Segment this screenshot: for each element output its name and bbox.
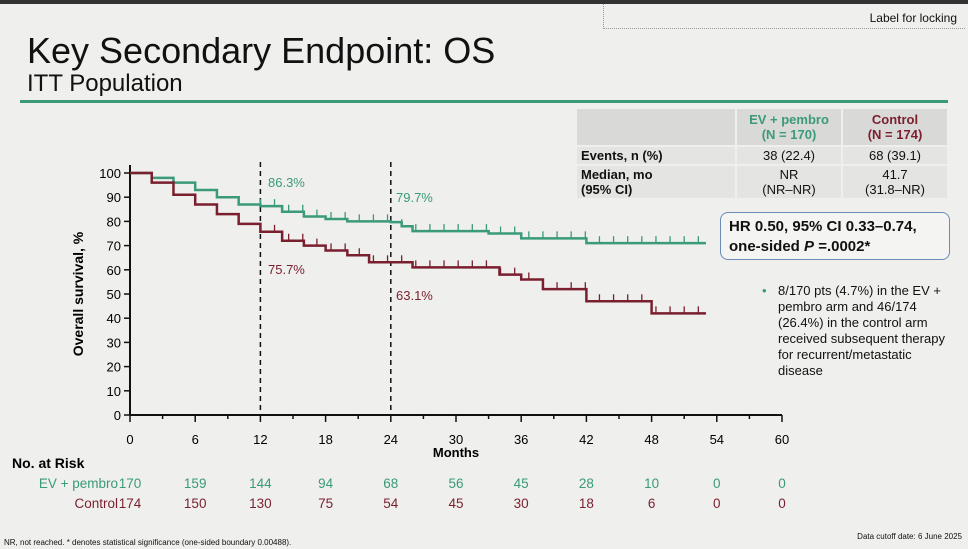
y-tick-label: 100 <box>99 166 121 181</box>
risk-value: 10 <box>644 476 659 491</box>
y-tick-label: 70 <box>107 239 121 254</box>
x-tick-label: 24 <box>384 432 398 447</box>
landmark-label: 86.3% <box>268 175 305 190</box>
footnote: NR, not reached. * denotes statistical s… <box>4 538 292 547</box>
title-rule <box>20 100 948 103</box>
x-tick-label: 60 <box>775 432 789 447</box>
risk-value: 68 <box>383 476 398 491</box>
y-tick-label: 10 <box>107 384 121 399</box>
risk-value: 54 <box>383 496 399 511</box>
risk-value: 18 <box>579 496 594 511</box>
x-tick-label: 0 <box>126 432 133 447</box>
x-tick-label: 18 <box>318 432 332 447</box>
risk-value: 130 <box>249 496 272 511</box>
risk-value: 45 <box>514 476 529 491</box>
risk-value: 170 <box>119 476 142 491</box>
risk-table-title: No. at Risk <box>12 455 85 471</box>
risk-value: 94 <box>318 476 334 491</box>
y-tick-label: 90 <box>107 190 121 205</box>
y-tick-label: 20 <box>107 360 121 375</box>
risk-value: 174 <box>119 496 142 511</box>
x-tick-label: 48 <box>644 432 658 447</box>
x-tick-label: 54 <box>710 432 724 447</box>
risk-value: 0 <box>713 476 721 491</box>
bullet: • <box>762 283 767 298</box>
x-tick-label: 42 <box>579 432 593 447</box>
summary-table: EV + pembro (N = 170) Control (N = 174) Eve… <box>575 107 949 200</box>
table-row: Events, n (%) 38 (22.4) 68 (39.1) <box>577 147 947 164</box>
risk-value: 6 <box>648 496 656 511</box>
risk-value: 45 <box>448 496 463 511</box>
col-control: Control (N = 174) <box>843 109 947 145</box>
y-tick-label: 50 <box>107 287 121 302</box>
hazard-ratio-box: HR 0.50, 95% CI 0.33–0.74, one-sided P =.… <box>720 212 950 260</box>
x-tick-label: 12 <box>253 432 267 447</box>
km-curve-control <box>130 171 706 315</box>
risk-value: 144 <box>249 476 272 491</box>
y-tick-label: 80 <box>107 214 121 229</box>
risk-value: 56 <box>448 476 463 491</box>
table-row: Median, mo (95% CI) NR (NR–NR) 41.7 (31.8–NR) <box>577 166 947 198</box>
risk-value: 0 <box>713 496 721 511</box>
top-bar <box>0 0 968 4</box>
risk-value: 28 <box>579 476 594 491</box>
risk-row-label: Control <box>74 496 118 511</box>
x-tick-label: 30 <box>449 432 463 447</box>
y-tick-label: 40 <box>107 311 121 326</box>
landmark-label: 75.7% <box>268 262 305 277</box>
y-tick-label: 60 <box>107 263 121 278</box>
landmark-label: 63.1% <box>396 288 433 303</box>
risk-value: 159 <box>184 476 207 491</box>
data-cutoff: Data cutoff date: 6 June 2025 <box>857 532 962 541</box>
y-axis-title: Overall survival, % <box>70 231 86 356</box>
x-axis-title: Months <box>433 445 479 460</box>
subsequent-therapy-note: 8/170 pts (4.7%) in the EV + pembro arm … <box>778 283 945 378</box>
y-tick-label: 0 <box>114 408 121 423</box>
risk-value: 30 <box>514 496 529 511</box>
km-curve-ev <box>130 171 706 245</box>
risk-row-label: EV + pembro <box>39 476 118 491</box>
slide-subtitle: ITT Population <box>27 70 183 97</box>
x-tick-label: 6 <box>192 432 199 447</box>
risk-value: 0 <box>778 496 786 511</box>
lock-label: Label for locking <box>603 4 965 29</box>
x-tick-label: 36 <box>514 432 528 447</box>
risk-value: 150 <box>184 496 207 511</box>
risk-value: 0 <box>778 476 786 491</box>
risk-value: 75 <box>318 496 333 511</box>
slide-title: Key Secondary Endpoint: OS <box>27 30 496 71</box>
y-tick-label: 30 <box>107 335 121 350</box>
landmark-label: 79.7% <box>396 190 433 205</box>
col-ev: EV + pembro (N = 170) <box>737 109 841 145</box>
